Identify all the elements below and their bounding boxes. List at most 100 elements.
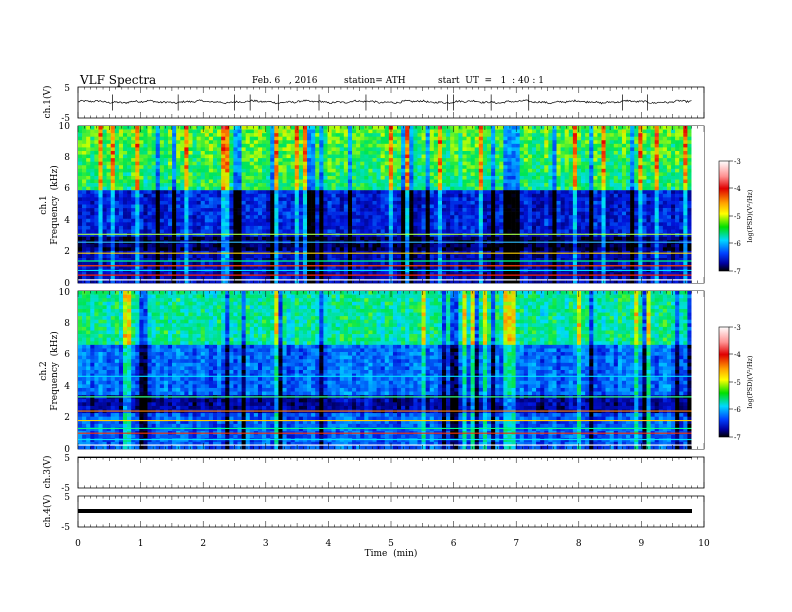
spectrogram-cell [212,190,218,195]
spectrogram-cell [343,233,349,237]
spectrogram-cell [413,211,418,216]
spectrogram-cell [163,143,169,148]
spectrogram-cell [531,225,537,230]
spectrogram-cell [662,233,668,237]
spectrogram-cell [409,193,414,198]
spectrogram-cell [102,129,107,134]
spectrogram-cell [294,165,300,170]
spectrogram-cell [462,197,467,202]
spectrogram-cell [564,236,570,241]
spectrogram-cell [613,175,619,180]
spectrogram-cell [127,200,132,205]
spectrogram-cell [217,190,222,195]
spectrogram-cell [339,229,345,234]
spectrogram-cell [221,126,226,130]
spectrogram-cell [364,236,369,241]
spectrogram-cell [552,172,557,177]
spectrogram-cell [392,172,398,177]
spectrogram-cell [650,158,655,162]
spectrogram-cell [666,161,672,166]
spectrogram-cell [147,150,152,155]
spectrogram-cell [225,211,230,216]
spectrogram-cell [347,136,353,141]
spectrogram-cell [621,208,627,212]
spectrogram-cell [184,175,189,180]
spectrogram-cell [478,175,484,180]
spectrogram-cell [429,186,435,191]
spectrogram-cell [527,186,533,191]
spectrogram-cell [204,133,210,138]
spectrogram-cell [106,136,112,141]
spectrogram-cell [139,150,144,155]
spectrogram-cell [572,222,578,227]
spectrogram-cell [433,204,439,209]
spectrogram-cell [515,126,521,130]
spectrogram-cell [155,150,161,155]
spectrogram-cell [282,154,287,159]
spectrogram-cell [613,204,619,209]
spectrogram-cell [527,183,533,187]
spectrogram-cell [241,186,246,191]
spectrogram-cell [114,147,120,152]
spectrogram-cell [200,204,206,209]
spectrogram-cell [450,179,455,184]
spectrogram-cell [380,208,386,212]
spectrogram-cell [360,229,365,234]
spectrogram-cell [392,129,398,134]
spectrogram-cell [343,126,349,130]
spectrogram-cell [90,136,95,141]
spectrogram-cell [110,179,116,184]
spectrogram-cell [118,211,124,216]
spectrogram-cell [159,140,165,145]
spectrogram-cell [646,140,651,145]
spectrogram-cell [617,211,623,216]
spectrogram-cell [114,236,120,241]
spectrogram-cell [172,136,177,141]
spectrogram-cell [417,126,422,130]
spectrogram-cell [499,140,504,145]
spectrogram-cell [401,225,406,230]
spectrogram-cell [454,211,459,216]
spectrogram-cell [458,179,463,184]
spectrogram-cell [266,197,271,202]
spectrogram-cell [245,186,251,191]
spectrogram-cell [262,126,267,130]
spectrogram-cell [364,225,369,230]
spectrogram-cell [155,136,161,141]
spectrogram-cell [683,140,688,145]
spectrogram-cell [257,129,263,134]
spectrogram-cell [560,158,565,162]
spectrogram-cell [638,154,643,159]
spectrogram-cell [380,183,386,187]
spectrogram-cell [675,204,680,209]
spectrogram-cell [626,136,631,141]
spectrogram-cell [409,161,414,166]
spectrogram-cell [167,197,173,202]
spectrogram-cell [568,179,574,184]
spectrogram-cell [233,193,238,198]
spectrogram-cell [654,193,660,198]
spectrogram-cell [630,186,635,191]
spectrogram-cell [548,129,553,134]
spectrogram-cell [151,175,157,180]
spectrogram-cell [82,197,87,202]
spectrogram-cell [208,136,214,141]
spectrogram-cell [466,236,471,241]
spectrogram-cell [613,200,619,205]
spectrogram-cell [397,225,402,230]
spectrogram-cell [196,193,201,198]
spectrogram-cell [86,168,91,173]
spectrogram-cell [384,204,390,209]
spectrogram-cell [593,133,598,138]
spectrogram-cell [544,179,549,184]
spectrogram-cell [233,229,238,234]
spectrogram-cell [531,143,537,148]
spectrogram-cell [237,129,242,134]
spectrogram-cell [122,158,128,162]
spectrogram-cell [417,161,422,166]
spectrogram-cell [589,215,594,220]
spectrogram-cell [593,126,598,130]
spectrogram-cell [372,158,377,162]
spectrogram-cell [540,183,545,187]
spectrogram-cell [482,211,488,216]
